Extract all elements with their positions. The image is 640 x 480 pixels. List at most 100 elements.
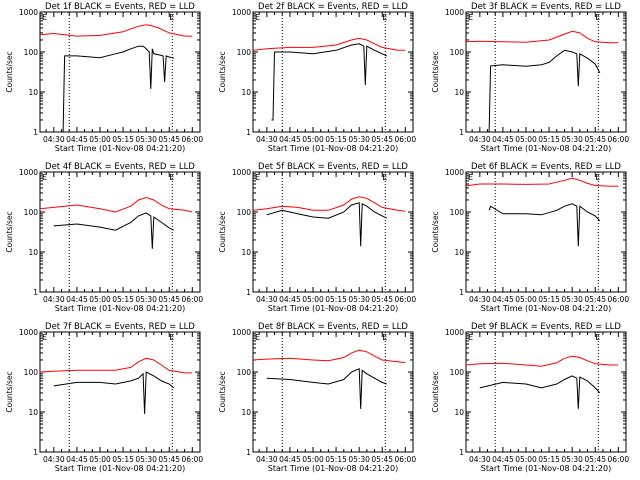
y-tick-label: 100 (450, 48, 465, 57)
x-tick-label: 04:45 (279, 135, 301, 144)
lld-series-line (39, 24, 193, 37)
y-tick-label: 1 (246, 448, 251, 457)
y-axis-label: Counts/sec (218, 211, 227, 252)
x-tick-label: 05:00 (515, 295, 537, 304)
x-tick-label: 06:00 (181, 295, 203, 304)
x-axis-label: Start Time (01-Nov-08 04:21:20) (268, 144, 398, 153)
x-axis-label: Start Time (01-Nov-08 04:21:20) (481, 144, 611, 153)
y-tick-label: 10 (241, 408, 251, 417)
y-axis-label: Counts/sec (5, 211, 14, 252)
panel-title: Det 8f BLACK = Events, RED = LLD (258, 322, 408, 332)
x-axis-label: Start Time (01-Nov-08 04:21:20) (55, 464, 185, 473)
y-tick-label: 1000 (232, 8, 251, 17)
plot-frame (252, 11, 414, 133)
event-marker-label: E (595, 333, 600, 342)
plot-frame (465, 11, 627, 133)
y-tick-label: 1000 (232, 168, 251, 177)
x-tick-label: 05:45 (584, 295, 606, 304)
x-tick-label: 05:45 (584, 135, 606, 144)
y-tick-label: 1000 (445, 168, 464, 177)
x-tick-label: 05:15 (538, 295, 560, 304)
x-tick-label: 04:45 (492, 455, 514, 464)
y-tick-label: 100 (237, 368, 252, 377)
x-tick-label: 06:00 (394, 135, 416, 144)
plot-frame (252, 331, 414, 453)
y-tick-label: 100 (450, 208, 465, 217)
x-tick-label: 06:00 (394, 455, 416, 464)
panel-title: Det 6f BLACK = Events, RED = LLD (471, 162, 621, 172)
events-series-line (488, 203, 601, 247)
y-tick-label: 100 (24, 48, 39, 57)
x-tick-label: 04:45 (66, 135, 88, 144)
panel-title: Det 9f BLACK = Events, RED = LLD (471, 322, 621, 332)
y-tick-label: 10 (28, 408, 38, 417)
panel-title: Det 3f BLACK = Events, RED = LLD (471, 2, 621, 12)
y-tick-label: 1000 (19, 168, 38, 177)
event-marker-label: E (595, 13, 600, 22)
x-tick-label: 05:00 (89, 455, 111, 464)
y-tick-label: 1 (33, 448, 38, 457)
x-tick-label: 05:00 (89, 295, 111, 304)
event-marker-label: E (169, 333, 174, 342)
x-tick-label: 05:15 (112, 295, 134, 304)
y-tick-label: 10 (454, 88, 464, 97)
panel-title: Det 2f BLACK = Events, RED = LLD (258, 2, 408, 12)
x-tick-label: 04:45 (492, 135, 514, 144)
x-tick-label: 05:15 (538, 135, 560, 144)
y-tick-label: 10 (241, 248, 251, 257)
x-tick-label: 05:00 (515, 135, 537, 144)
y-axis-label: Counts/sec (431, 51, 440, 92)
events-series-line (61, 45, 174, 133)
lld-series-line (465, 177, 619, 187)
y-tick-label: 1 (459, 448, 464, 457)
x-tick-label: 06:00 (181, 135, 203, 144)
corner-marker-label: E (42, 13, 47, 22)
lld-series-line (39, 357, 193, 374)
x-tick-label: 05:00 (515, 455, 537, 464)
x-tick-label: 04:30 (256, 455, 278, 464)
x-tick-label: 04:30 (43, 135, 65, 144)
x-tick-label: 04:45 (279, 455, 301, 464)
x-tick-label: 05:30 (561, 295, 583, 304)
lld-series-line (252, 349, 406, 364)
x-tick-label: 05:15 (325, 455, 347, 464)
x-tick-label: 05:30 (135, 295, 157, 304)
events-series-line (53, 212, 175, 249)
y-axis-label: Counts/sec (5, 371, 14, 412)
y-tick-label: 100 (24, 208, 39, 217)
panel-title: Det 1f BLACK = Events, RED = LLD (45, 2, 195, 12)
lld-series-line (39, 196, 193, 213)
corner-marker-label: E (468, 173, 473, 182)
x-tick-label: 06:00 (607, 455, 629, 464)
corner-marker-label: E (42, 173, 47, 182)
x-tick-label: 04:45 (66, 455, 88, 464)
x-tick-label: 06:00 (607, 295, 629, 304)
events-series-line (487, 49, 601, 133)
y-tick-label: 1 (33, 288, 38, 297)
plot-frame (465, 331, 627, 453)
x-tick-label: 05:00 (302, 455, 324, 464)
events-series-line (266, 202, 388, 247)
x-tick-label: 05:15 (325, 135, 347, 144)
x-tick-label: 05:45 (371, 135, 393, 144)
x-tick-label: 05:45 (158, 135, 180, 144)
y-tick-label: 100 (237, 48, 252, 57)
x-axis-label: Start Time (01-Nov-08 04:21:20) (55, 144, 185, 153)
x-axis-label: Start Time (01-Nov-08 04:21:20) (268, 304, 398, 313)
y-tick-label: 1000 (445, 8, 464, 17)
corner-marker-label: E (468, 13, 473, 22)
y-tick-label: 1000 (19, 8, 38, 17)
x-tick-label: 05:30 (135, 455, 157, 464)
x-tick-label: 05:30 (561, 135, 583, 144)
y-tick-label: 1 (246, 288, 251, 297)
panel-title: Det 7f BLACK = Events, RED = LLD (45, 322, 195, 332)
y-tick-label: 1 (33, 128, 38, 137)
x-tick-label: 05:15 (325, 295, 347, 304)
events-series-line (53, 371, 175, 414)
x-tick-label: 05:15 (112, 455, 134, 464)
x-axis-label: Start Time (01-Nov-08 04:21:20) (481, 304, 611, 313)
